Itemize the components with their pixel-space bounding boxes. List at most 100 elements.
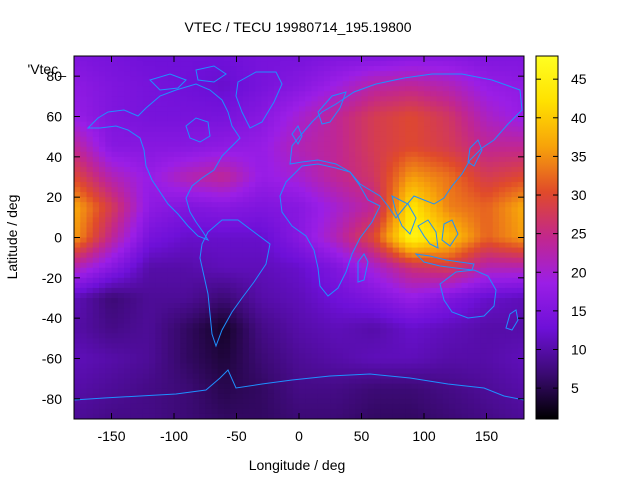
heatmap-cell: [449, 287, 456, 294]
heatmap-cell: [99, 202, 106, 208]
heatmap-cell: [517, 156, 524, 163]
heatmap-cell: [167, 151, 175, 158]
heatmap-cell: [367, 363, 375, 370]
heatmap-cell: [299, 151, 306, 158]
heatmap-cell: [242, 282, 250, 289]
heatmap-cell: [386, 388, 394, 395]
heatmap-cell: [180, 247, 188, 254]
heatmap-cell: [380, 166, 388, 173]
heatmap-cell: [192, 96, 200, 102]
heatmap-cell: [199, 141, 206, 148]
heatmap-cell: [449, 136, 456, 143]
heatmap-cell: [186, 111, 194, 118]
heatmap-cell: [155, 308, 163, 314]
heatmap-cell: [417, 272, 425, 279]
heatmap-cell: [405, 292, 413, 299]
heatmap-cell: [292, 262, 300, 269]
heatmap-cell: [455, 383, 463, 390]
heatmap-cell: [180, 368, 188, 375]
heatmap-cell: [142, 277, 150, 284]
heatmap-cell: [367, 207, 375, 213]
heatmap-cell: [211, 287, 219, 294]
heatmap-cell: [342, 61, 350, 67]
heatmap-cell: [174, 202, 181, 208]
heatmap-cell: [317, 277, 325, 284]
heatmap-cell: [161, 333, 169, 339]
heatmap-cell: [330, 378, 338, 385]
heatmap-cell: [199, 81, 206, 87]
heatmap-cell: [430, 126, 438, 133]
heatmap-cell: [442, 136, 450, 143]
heatmap-cell: [105, 141, 113, 148]
heatmap-cell: [155, 232, 163, 239]
heatmap-cell: [74, 177, 81, 183]
heatmap-cell: [449, 348, 456, 355]
heatmap-cell: [86, 313, 94, 319]
heatmap-cell: [136, 151, 144, 158]
heatmap-cell: [317, 388, 325, 395]
heatmap-cell: [199, 368, 206, 375]
heatmap-cell: [105, 272, 113, 279]
heatmap-cell: [211, 61, 219, 67]
heatmap-cell: [205, 353, 213, 360]
heatmap-cell: [461, 116, 469, 123]
heatmap-cell: [117, 277, 125, 284]
heatmap-cell: [292, 141, 300, 148]
heatmap-cell: [86, 197, 94, 203]
heatmap-cell: [342, 192, 350, 198]
heatmap-cell: [374, 328, 381, 334]
heatmap-cell: [467, 182, 475, 188]
heatmap-cell: [236, 81, 244, 87]
heatmap-cell: [180, 298, 188, 304]
heatmap-cell: [161, 66, 169, 72]
heatmap-cell: [155, 363, 163, 370]
heatmap-cell: [330, 388, 338, 395]
heatmap-cell: [424, 333, 431, 339]
heatmap-cell: [467, 378, 475, 385]
heatmap-cell: [142, 348, 150, 355]
heatmap-cell: [105, 91, 113, 97]
heatmap-cell: [299, 363, 306, 370]
heatmap-cell: [436, 277, 444, 284]
heatmap-cell: [199, 338, 206, 344]
heatmap-cell: [417, 126, 425, 133]
heatmap-cell: [105, 202, 113, 208]
heatmap-cell: [199, 197, 206, 203]
heatmap-cell: [155, 237, 163, 244]
heatmap-cell: [92, 136, 100, 143]
heatmap-cell: [324, 277, 331, 284]
heatmap-cell: [136, 207, 144, 213]
heatmap-cell: [392, 121, 400, 128]
heatmap-cell: [111, 177, 119, 183]
heatmap-cell: [80, 126, 88, 133]
heatmap-cell: [274, 182, 281, 188]
heatmap-cell: [192, 182, 200, 188]
heatmap-cell: [455, 217, 463, 223]
heatmap-cell: [336, 116, 344, 123]
heatmap-cell: [136, 222, 144, 229]
heatmap-cell: [455, 378, 463, 385]
heatmap-cell: [142, 373, 150, 380]
heatmap-cell: [211, 292, 219, 299]
heatmap-cell: [399, 86, 406, 92]
heatmap-cell: [199, 101, 206, 108]
heatmap-cell: [455, 131, 463, 138]
heatmap-cell: [405, 161, 413, 168]
heatmap-cell: [336, 86, 344, 92]
heatmap-cell: [417, 222, 425, 229]
heatmap-cell: [417, 393, 425, 400]
heatmap-cell: [517, 86, 524, 92]
heatmap-cell: [492, 358, 500, 365]
heatmap-cell: [361, 136, 369, 143]
heatmap-cell: [361, 393, 369, 400]
heatmap-cell: [467, 212, 475, 218]
heatmap-cell: [136, 131, 144, 138]
heatmap-cell: [130, 323, 138, 329]
heatmap-cell: [474, 96, 481, 102]
heatmap-cell: [349, 156, 356, 163]
heatmap-cell: [336, 177, 344, 183]
heatmap-cell: [342, 222, 350, 229]
heatmap-cell: [211, 111, 219, 118]
heatmap-cell: [367, 222, 375, 229]
heatmap-cell: [511, 182, 519, 188]
